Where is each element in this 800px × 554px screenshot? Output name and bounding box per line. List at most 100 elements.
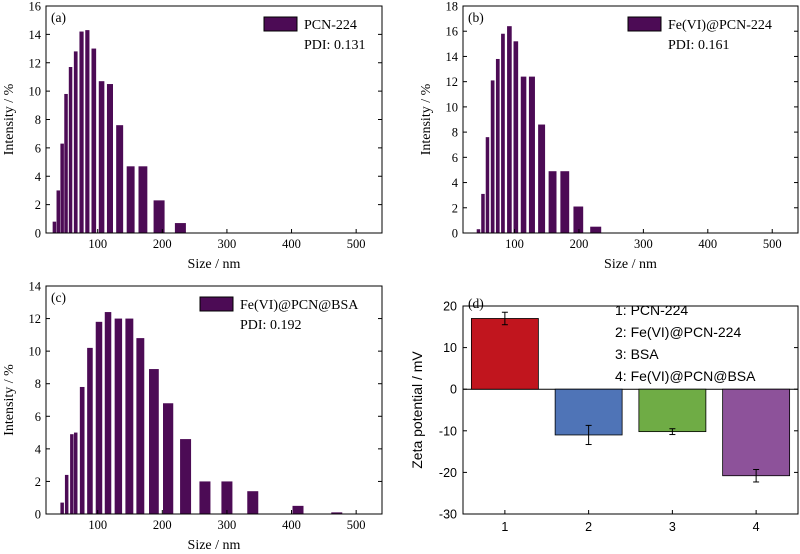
- panel-b-ylabel: Intensity / %: [419, 83, 434, 155]
- bar: [126, 166, 135, 233]
- x-tick-label: 100: [88, 518, 107, 532]
- x-tick-label: 300: [634, 237, 653, 251]
- bar: [73, 432, 78, 514]
- panel-b-xlabel: Size / nm: [604, 257, 657, 272]
- y-tick-label: 2: [452, 201, 458, 215]
- bar: [56, 190, 61, 233]
- y-tick-label: 2: [35, 475, 41, 489]
- bar: [68, 67, 73, 233]
- panel-c-frame: [45, 285, 383, 515]
- panel-c-legend: Fe(VI)@PCN@BSA: [240, 298, 359, 313]
- panel-d-legend-3: 3: BSA: [615, 346, 659, 362]
- bar: [538, 124, 546, 233]
- panel-d-label: (d): [468, 296, 484, 311]
- bar: [153, 200, 165, 233]
- bar: [60, 143, 64, 233]
- bar: [60, 502, 64, 514]
- panel-c-ticks: 100 200 300 400 500 0 2 4 6 8 10 12 14: [29, 280, 382, 532]
- bar: [513, 41, 519, 234]
- panel-a-pdi: PDI: 0.131: [304, 38, 365, 53]
- panel-b-frame: [462, 5, 799, 234]
- panel-a-bars: [52, 30, 186, 234]
- panel-d-ylabel: Zeta potential / mV: [409, 351, 425, 469]
- bar: [64, 93, 68, 234]
- y-tick-label: 8: [35, 113, 41, 127]
- panel-b-ticks: 100 200 300 400 500 0 2 4 6 8 10 12 14 16 18: [446, 0, 798, 251]
- bar: [573, 206, 584, 233]
- y-tick-label: 6: [452, 151, 458, 165]
- y-tick-label: 0: [452, 227, 458, 241]
- bar: [104, 312, 112, 514]
- y-tick-label: 4: [35, 170, 42, 184]
- x-tick-label: 400: [282, 237, 301, 251]
- bar: [52, 221, 57, 233]
- x-tick-label: 200: [570, 237, 589, 251]
- y-tick-label: 16: [446, 25, 459, 39]
- bar: [199, 481, 211, 514]
- bar: [221, 481, 233, 514]
- bar: [548, 171, 557, 233]
- y-tick-label: 12: [446, 75, 459, 89]
- x-tick-label: 500: [763, 237, 782, 251]
- x-tick-label: 3: [669, 520, 676, 534]
- bar: [98, 81, 105, 233]
- bar: [95, 321, 103, 514]
- panel-d-legend-1: 1: PCN-224: [615, 302, 688, 318]
- y-tick-label: 20: [443, 300, 457, 314]
- panel-d-ticks: 1 2 3 4 -30 -20 -10 0 10 20: [439, 300, 798, 534]
- bar: [495, 58, 500, 233]
- bar: [528, 76, 535, 234]
- bar: [180, 439, 192, 514]
- panel-a-label: (a): [51, 10, 66, 25]
- panel-a-legend: PCN-224: [304, 18, 357, 33]
- y-tick-label: 10: [29, 345, 42, 359]
- y-tick-label: 8: [35, 377, 41, 391]
- bar: [114, 318, 123, 514]
- y-tick-label: 10: [29, 85, 42, 99]
- bar: [79, 31, 84, 233]
- x-tick-label: 200: [153, 518, 172, 532]
- y-tick-label: 14: [29, 280, 42, 294]
- x-tick-label: 4: [753, 520, 760, 534]
- y-tick-label: 0: [450, 383, 457, 397]
- y-tick-label: 8: [452, 126, 458, 140]
- bar: [638, 388, 707, 433]
- panel-c-legend-swatch: [199, 296, 234, 312]
- bar: [70, 434, 74, 514]
- bar: [116, 125, 124, 233]
- panel-b: 100 200 300 400 500 0 2 4 6 8 10 12 14 16 18 (b) Fe(VI…: [419, 0, 799, 272]
- bar: [163, 403, 174, 514]
- panel-b-bars: [476, 26, 602, 234]
- bar: [560, 171, 570, 233]
- bar: [87, 347, 93, 514]
- y-tick-label: 0: [35, 227, 41, 241]
- bar: [149, 369, 159, 514]
- bar: [331, 512, 343, 514]
- bar: [73, 51, 78, 234]
- y-tick-label: 14: [446, 50, 459, 64]
- panel-d: 1 2 3 4 -30 -20 -10 0 10 20 (d) 1: PCN-224 2: Fe(…: [409, 296, 799, 534]
- x-tick-label: 100: [505, 237, 524, 251]
- panel-d-frame: [462, 305, 799, 515]
- panel-d-bars: [470, 311, 791, 483]
- y-tick-label: 10: [446, 100, 459, 114]
- y-tick-label: 4: [452, 176, 459, 190]
- panel-a-ticks: 100 200 300 400 500 0 2 4 6 8 10 12 14 16: [29, 0, 382, 251]
- bar: [501, 33, 505, 233]
- x-tick-label: 100: [88, 237, 107, 251]
- panel-b-pdi: PDI: 0.161: [668, 38, 729, 53]
- bar: [64, 474, 69, 514]
- y-tick-label: -20: [439, 466, 457, 480]
- y-tick-label: 10: [443, 341, 457, 355]
- bar: [590, 226, 602, 233]
- bar: [481, 193, 485, 233]
- y-tick-label: 6: [35, 410, 41, 424]
- panel-c-bars: [60, 312, 343, 514]
- panel-c-label: (c): [51, 290, 66, 305]
- y-tick-label: 16: [29, 0, 42, 14]
- x-tick-label: 500: [347, 237, 366, 251]
- panel-b-label: (b): [468, 10, 484, 25]
- y-tick-label: 14: [29, 28, 42, 42]
- x-tick-label: 300: [218, 518, 237, 532]
